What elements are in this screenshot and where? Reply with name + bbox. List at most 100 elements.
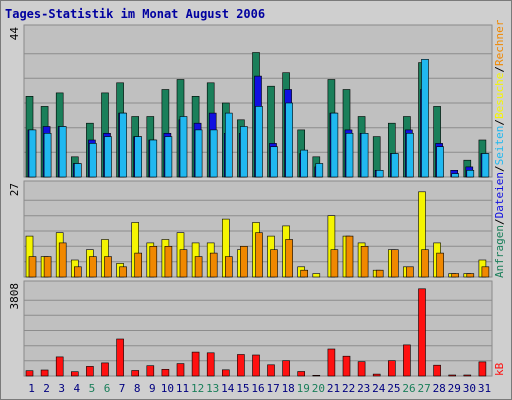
bar-visits-rechner-day-9: [149, 246, 158, 278]
x-tick-label-day-1: 1: [28, 382, 35, 395]
panel-requests: 44: [8, 24, 493, 178]
x-tick-label-day-5: 5: [89, 382, 96, 395]
x-tick-label-day-11: 11: [176, 382, 189, 395]
bar-visits-rechner-day-10: [164, 246, 173, 278]
x-tick-label-day-23: 23: [357, 382, 370, 395]
bar-traffic-kb-day-7: [116, 338, 124, 377]
x-tick-label-day-10: 10: [161, 382, 174, 395]
x-tick-label-day-24: 24: [372, 382, 386, 395]
bar-requests-seiten-day-24: [375, 170, 384, 178]
x-tick-label-day-28: 28: [433, 382, 446, 395]
bar-traffic-kb-day-14: [222, 369, 230, 377]
bar-visits-rechner-day-28: [436, 252, 444, 278]
bar-visits-rechner-day-26: [406, 266, 414, 278]
bar-traffic-kb-day-15: [237, 354, 245, 377]
bar-visits-rechner-day-17: [270, 249, 278, 278]
bar-traffic-kb-day-11: [176, 363, 185, 377]
panel-traffic: 3808: [8, 280, 493, 377]
bar-traffic-kb-day-6: [101, 362, 109, 377]
legend-entry: /: [493, 119, 506, 126]
legend-entry: /: [493, 165, 506, 172]
bar-traffic-kb-day-1: [25, 370, 34, 377]
bar-traffic-kb-day-31: [478, 361, 487, 377]
bar-requests-seiten-day-21: [330, 112, 339, 178]
bar-traffic-kb-day-21: [327, 348, 336, 377]
legend-entry: Dateien: [493, 172, 506, 218]
bar-requests-seiten-day-30: [466, 170, 475, 178]
x-tick-label-day-15: 15: [236, 382, 249, 395]
bar-requests-seiten-day-19: [300, 149, 309, 178]
bar-requests-seiten-day-2: [43, 133, 52, 178]
bar-traffic-kb-day-4: [71, 371, 79, 377]
bar-requests-seiten-day-10: [164, 136, 173, 178]
bar-visits-rechner-day-8: [134, 252, 142, 278]
bar-requests-seiten-day-1: [28, 129, 37, 178]
bar-traffic-kb-day-20: [312, 374, 321, 377]
legend-entry: Anfragen: [493, 225, 506, 278]
bar-visits-rechner-day-18: [285, 239, 293, 278]
bar-traffic-kb-day-18: [282, 360, 290, 377]
bar-requests-seiten-day-11: [179, 116, 188, 178]
legend-entry: Seiten: [493, 126, 506, 166]
bar-requests-seiten-day-31: [481, 153, 490, 178]
bar-traffic-kb-day-8: [131, 370, 139, 377]
x-tick-label-day-18: 18: [282, 382, 295, 395]
bar-traffic-kb-day-3: [55, 356, 64, 377]
x-tick-label-day-22: 22: [342, 382, 355, 395]
bar-visits-rechner-day-11: [179, 249, 188, 278]
x-tick-label-day-14: 14: [221, 382, 235, 395]
x-tick-label-day-20: 20: [312, 382, 325, 395]
x-tick-label-day-2: 2: [43, 382, 50, 395]
panel-visits: 27: [8, 180, 493, 278]
bar-traffic-kb-day-30: [463, 374, 472, 377]
bar-visits-rechner-day-23: [360, 246, 369, 278]
bar-traffic-kb-day-12: [191, 351, 200, 377]
x-tick-label-day-6: 6: [104, 382, 111, 395]
bar-requests-seiten-day-13: [209, 129, 218, 178]
bar-traffic-kb-day-29: [448, 374, 457, 377]
legend-entry: Rechner: [493, 19, 506, 66]
bar-visits-rechner-day-7: [119, 266, 127, 278]
bar-traffic-kb-day-27: [418, 288, 426, 377]
bar-visits-rechner-day-14: [225, 256, 233, 278]
bar-requests-seiten-day-29: [451, 173, 460, 178]
bar-requests-seiten-day-20: [315, 163, 324, 178]
bar-requests-seiten-day-12: [194, 129, 203, 178]
bar-visits-rechner-day-24: [375, 269, 384, 278]
bar-requests-seiten-day-25: [390, 153, 399, 178]
bar-requests-seiten-day-14: [225, 112, 233, 178]
bar-traffic-kb-day-16: [252, 354, 260, 377]
bar-visits-rechner-day-19: [300, 269, 309, 278]
bar-requests-seiten-day-28: [436, 146, 444, 178]
x-tick-label-day-7: 7: [119, 382, 126, 395]
bar-traffic-kb-day-10: [161, 368, 170, 377]
x-tick-label-day-26: 26: [402, 382, 415, 395]
bar-traffic-kb-day-23: [357, 361, 366, 377]
bar-visits-rechner-day-6: [104, 256, 112, 278]
bar-traffic-kb-day-2: [40, 369, 49, 377]
bar-requests-seiten-day-17: [270, 146, 278, 178]
legend-entry: Besuche: [493, 73, 506, 119]
bar-visits-rechner-day-27: [421, 249, 429, 278]
bar-visits-besuche-day-20: [312, 273, 321, 278]
bar-traffic-kb-day-28: [433, 364, 441, 377]
bar-visits-rechner-day-12: [194, 256, 203, 278]
y-max-label: 44: [8, 27, 21, 41]
bar-traffic-kb-day-22: [342, 355, 351, 377]
bar-visits-rechner-day-2: [43, 256, 52, 278]
bar-traffic-kb-day-17: [267, 364, 275, 377]
bar-visits-rechner-day-13: [209, 252, 218, 278]
bar-requests-seiten-day-8: [134, 136, 142, 178]
bar-traffic-kb-day-5: [86, 366, 94, 377]
bar-visits-rechner-day-25: [390, 249, 399, 278]
x-tick-label-day-16: 16: [251, 382, 264, 395]
bar-requests-seiten-day-6: [104, 136, 112, 178]
chart-title: Tages-Statistik im Monat August 2006: [5, 7, 265, 21]
y-max-label: 3808: [8, 283, 21, 310]
bar-visits-rechner-day-22: [345, 235, 354, 278]
x-tick-label-day-30: 30: [463, 382, 476, 395]
x-tick-label-day-3: 3: [58, 382, 65, 395]
bar-requests-seiten-day-15: [240, 126, 248, 178]
x-tick-label-day-21: 21: [327, 382, 340, 395]
